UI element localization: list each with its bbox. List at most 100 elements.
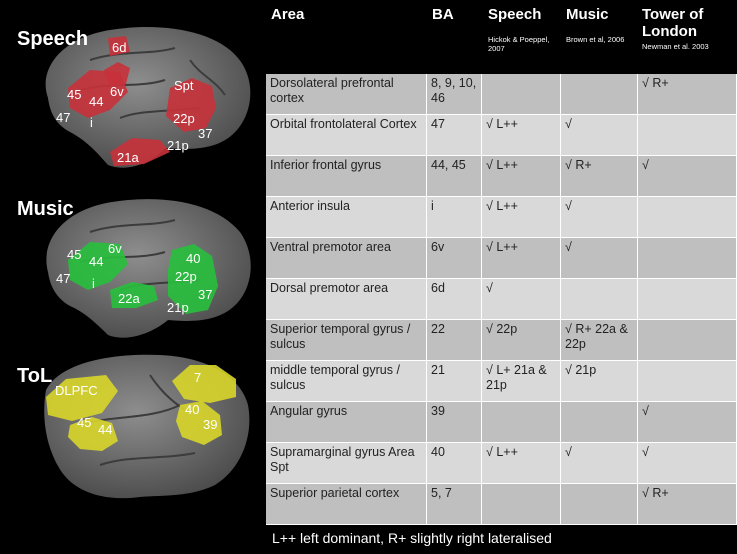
table-cell: √ R+ 22a & 22p (561, 320, 638, 361)
table-cell (561, 279, 638, 320)
region-label: 37 (198, 126, 213, 141)
table-cell: √ (561, 115, 638, 156)
table-cell: √ L++ (482, 443, 561, 484)
region-label: 40 (186, 251, 201, 266)
table-row: Angular gyrus 39 √ (266, 402, 737, 443)
table-cell: √ L+ 21a & 21p (482, 361, 561, 402)
table-row: Supramarginal gyrus Area Spt 40 √ L++ √ √ (266, 443, 737, 484)
speech-activation-blob (104, 62, 130, 86)
music-activation-blob (68, 242, 128, 290)
table-cell: Ventral premotor area (266, 238, 427, 279)
music-activation-regions (68, 242, 218, 314)
region-label: 47 (56, 110, 71, 125)
table-cell: √ 22p (482, 320, 561, 361)
region-label: 44 (89, 94, 104, 109)
region-label: i (92, 276, 95, 291)
table-row: Orbital frontolateral Cortex 47 √ L++ √ (266, 115, 737, 156)
region-label: 47 (56, 271, 71, 286)
region-label: 39 (203, 417, 218, 432)
region-label: 6v (108, 241, 122, 256)
table-cell: Inferior frontal gyrus (266, 156, 427, 197)
region-label: 37 (198, 287, 213, 302)
table-cell: √ L++ (482, 115, 561, 156)
table-cell (561, 484, 638, 525)
region-label: 22p (175, 269, 197, 284)
region-label: 22a (118, 291, 140, 306)
region-label: 7 (194, 370, 202, 385)
panel-title: Music (17, 198, 74, 220)
tol-brain-image (44, 354, 250, 499)
tol-brain-panel: ToL DLPFC 7 45 44 40 39 (0, 345, 265, 525)
region-label: 44 (89, 254, 104, 269)
table-row: Inferior frontal gyrus 44, 45 √ L++ √ R+ √ (266, 156, 737, 197)
panel-title: Speech (17, 28, 89, 50)
table-cell: √ (482, 279, 561, 320)
speech-activation-blob (166, 78, 216, 132)
region-label: 45 (67, 87, 82, 102)
column-header-music: Music Brown et al, 2006 (566, 6, 640, 44)
table-cell: √ R+ (561, 156, 638, 197)
header-title: Music (566, 6, 609, 23)
comparison-table: Area BA Speech Hickok & Poeppel, 2007 Mu… (266, 0, 737, 525)
table-row: Dorsal premotor area 6d √ (266, 279, 737, 320)
panel-title: ToL (17, 365, 53, 387)
region-label: 21a (117, 150, 139, 165)
music-brain-image (46, 199, 251, 338)
header-title: Area (271, 6, 305, 23)
table-cell: 44, 45 (427, 156, 482, 197)
tol-activation-blob (172, 365, 236, 403)
table-cell: √ (638, 156, 737, 197)
table-cell: √ (561, 238, 638, 279)
table-row: Superior temporal gyrus / sulcus 22 √ 22p √… (266, 320, 737, 361)
table-cell: √ L++ (482, 156, 561, 197)
tol-activation-regions (46, 365, 236, 451)
column-header-ba: BA (432, 6, 482, 23)
table-cell: Superior parietal cortex (266, 484, 427, 525)
table-cell: middle temporal gyrus / sulcus (266, 361, 427, 402)
region-label: 22p (173, 111, 195, 126)
table-cell: 22 (427, 320, 482, 361)
table-row: Ventral premotor area 6v √ L++ √ (266, 238, 737, 279)
table-cell: √ L++ (482, 238, 561, 279)
table-cell: 8, 9, 10, 46 (427, 74, 482, 115)
region-label: 45 (77, 415, 92, 430)
column-header-speech: Speech Hickok & Poeppel, 2007 (488, 6, 562, 53)
speech-activation-regions (68, 36, 216, 166)
header-citation: Newman et al. 2003 (642, 42, 709, 51)
table-cell: √ (561, 197, 638, 238)
header-title: BA (432, 6, 454, 23)
region-label: 44 (98, 422, 113, 437)
speech-activation-blob (110, 138, 170, 166)
table-row: middle temporal gyrus / sulcus 21 √ L+ 21a… (266, 361, 737, 402)
table-cell: √ (638, 443, 737, 484)
table-cell: √ (561, 443, 638, 484)
region-label: DLPFC (55, 383, 98, 398)
table-cell (638, 115, 737, 156)
table-cell (561, 402, 638, 443)
speech-brain-image (45, 27, 251, 168)
table-cell: 40 (427, 443, 482, 484)
table-cell (482, 484, 561, 525)
table-cell: 5, 7 (427, 484, 482, 525)
table-row: Dorsolateral prefrontal cortex 8, 9, 10, … (266, 74, 737, 115)
music-brain-panel: Music 45 6v 44 40 47 i 22p 22a 37 21p (0, 180, 265, 350)
region-label: 21p (167, 300, 189, 315)
table-cell: 6v (427, 238, 482, 279)
table-cell: Angular gyrus (266, 402, 427, 443)
table-cell: 21 (427, 361, 482, 402)
table-cell: √ R+ (638, 484, 737, 525)
header-citation: Hickok & Poeppel, 2007 (488, 35, 550, 53)
table-cell: i (427, 197, 482, 238)
speech-brain-panel: Speech 6d 45 44 6v Spt 47 i 22p 37 21p 2… (0, 0, 265, 180)
table-row: Superior parietal cortex 5, 7 √ R+ (266, 484, 737, 525)
table-cell (638, 320, 737, 361)
table-cell (482, 402, 561, 443)
region-label: 6v (110, 84, 124, 99)
header-citation: Brown et al, 2006 (566, 35, 625, 44)
table-cell: Superior temporal gyrus / sulcus (266, 320, 427, 361)
region-label: Spt (174, 78, 194, 93)
table-cell: Dorsal premotor area (266, 279, 427, 320)
table-cell (638, 238, 737, 279)
table-row: Anterior insula i √ L++ √ (266, 197, 737, 238)
